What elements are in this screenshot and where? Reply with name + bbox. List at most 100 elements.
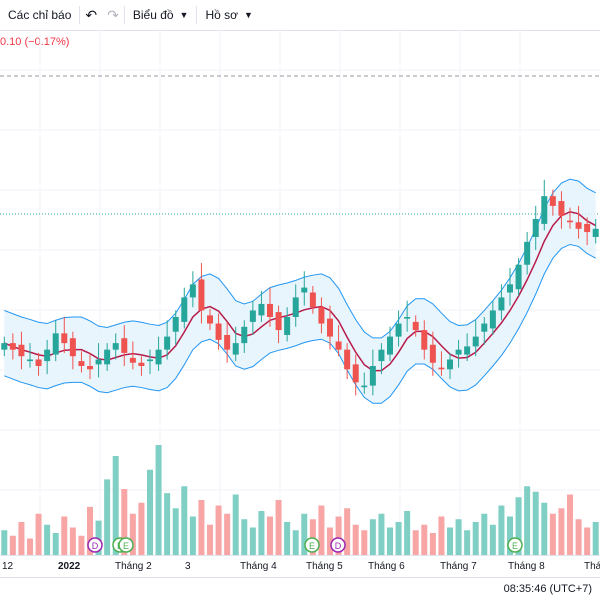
candle-body: [584, 223, 591, 233]
volume-bar: [318, 505, 325, 555]
candle-body: [455, 349, 462, 355]
candle-body: [309, 292, 316, 308]
volume-bar: [138, 502, 145, 555]
candle-body: [369, 366, 376, 386]
event-marker-letter: E: [123, 541, 129, 551]
indicators-button[interactable]: Các chỉ báo: [0, 0, 79, 30]
event-marker[interactable]: D: [330, 537, 346, 553]
candle-body: [541, 196, 548, 224]
volume-bar: [455, 519, 462, 555]
volume-bar: [498, 505, 505, 555]
candle-body: [78, 361, 85, 366]
volume-bar: [532, 491, 539, 555]
volume-bar: [104, 479, 111, 555]
candle-body: [429, 344, 436, 363]
event-marker[interactable]: D: [87, 537, 103, 553]
chart-menu-button[interactable]: Biểu đồ ▼: [125, 0, 197, 30]
candle-body: [489, 310, 496, 329]
volume-bar: [481, 513, 488, 555]
volume-bar: [232, 494, 239, 555]
event-marker-letter: E: [512, 541, 518, 551]
candle-body: [592, 228, 599, 237]
candle-body: [275, 312, 282, 331]
volume-bar: [378, 513, 385, 555]
bollinger-lower-band: [4, 243, 596, 404]
candle-body: [498, 297, 505, 311]
volume-bar: [438, 516, 445, 555]
candle-body: [69, 338, 76, 357]
volume-bar: [172, 508, 179, 555]
volume-bar: [541, 502, 548, 555]
volume-bar: [224, 513, 231, 555]
volume-bar: [275, 500, 282, 555]
bollinger-upper-band: [4, 178, 596, 339]
volume-bar: [575, 519, 582, 555]
price-chart[interactable]: DEEEDE: [0, 30, 600, 555]
event-marker[interactable]: E: [507, 537, 523, 553]
candle-body: [387, 336, 393, 355]
candle-body: [52, 333, 59, 355]
time-axis-label: Tháng 7: [440, 561, 477, 572]
candle-body: [35, 359, 42, 366]
time-axis-label: 2022: [58, 561, 81, 572]
candle-body: [61, 333, 68, 344]
time-axis-label: Tháng 5: [306, 561, 343, 572]
volume-bar: [189, 516, 196, 555]
clock-readout: 08:35:46 (UTC+7): [503, 583, 592, 595]
event-marker[interactable]: E: [118, 537, 134, 553]
volume-bar: [267, 516, 273, 555]
candle-body: [249, 310, 256, 322]
candle-body: [292, 297, 299, 317]
redo-icon[interactable]: ↷: [107, 6, 119, 23]
volume-bar: [215, 505, 222, 555]
volume-bar: [421, 524, 428, 555]
volume-bar: [592, 522, 599, 555]
volume-bar: [121, 489, 128, 555]
volume-bar: [472, 522, 479, 555]
volume-bar: [558, 508, 565, 555]
time-axis-label: 3: [185, 561, 191, 572]
candle-body: [241, 326, 248, 344]
candle-body: [395, 323, 402, 337]
volume-bar: [35, 513, 42, 555]
volume-bar: [61, 516, 68, 555]
candle-body: [147, 359, 153, 362]
candle-body: [327, 318, 333, 337]
candle-body: [198, 279, 205, 311]
volume-bar: [515, 497, 522, 555]
candle-body: [412, 321, 419, 331]
event-marker[interactable]: E: [304, 537, 320, 553]
volume-bar: [87, 506, 93, 555]
time-axis-label: Tháng 6: [368, 561, 405, 572]
volume-bar: [549, 513, 556, 555]
candle-body: [104, 349, 111, 365]
indicators-label: Các chỉ báo: [8, 8, 72, 22]
volume-bar: [249, 527, 256, 555]
volume-bar: [112, 456, 119, 555]
volume-bar: [69, 527, 76, 555]
candle-body: [9, 343, 16, 350]
volume-bar: [18, 522, 25, 555]
candle-body: [472, 336, 479, 347]
volume-bar: [258, 511, 265, 555]
volume-bar: [164, 493, 171, 555]
volume-bar: [147, 469, 153, 555]
toolbar-divider: [79, 6, 81, 24]
profile-menu-button[interactable]: Hồ sơ ▼: [197, 0, 260, 30]
profile-menu-label: Hồ sơ: [205, 8, 239, 22]
volume-bar: [567, 494, 573, 555]
undo-icon[interactable]: ↶: [85, 6, 98, 23]
event-marker-letter: E: [309, 541, 315, 551]
volume-bar: [404, 511, 411, 555]
candle-body: [121, 338, 128, 353]
candle-body: [558, 201, 565, 216]
volume-bar: [412, 530, 419, 555]
volume-bar: [198, 500, 205, 555]
time-axis[interactable]: 12 2022 Tháng 2 3 Tháng 4 Tháng 5 Tháng 6 Tháng…: [0, 555, 600, 578]
volume-bar: [9, 535, 16, 555]
candle-body: [344, 349, 351, 370]
candle-body: [232, 343, 239, 355]
volume-bar: [27, 538, 33, 555]
candle-body: [224, 334, 231, 350]
candle-body: [284, 317, 291, 335]
